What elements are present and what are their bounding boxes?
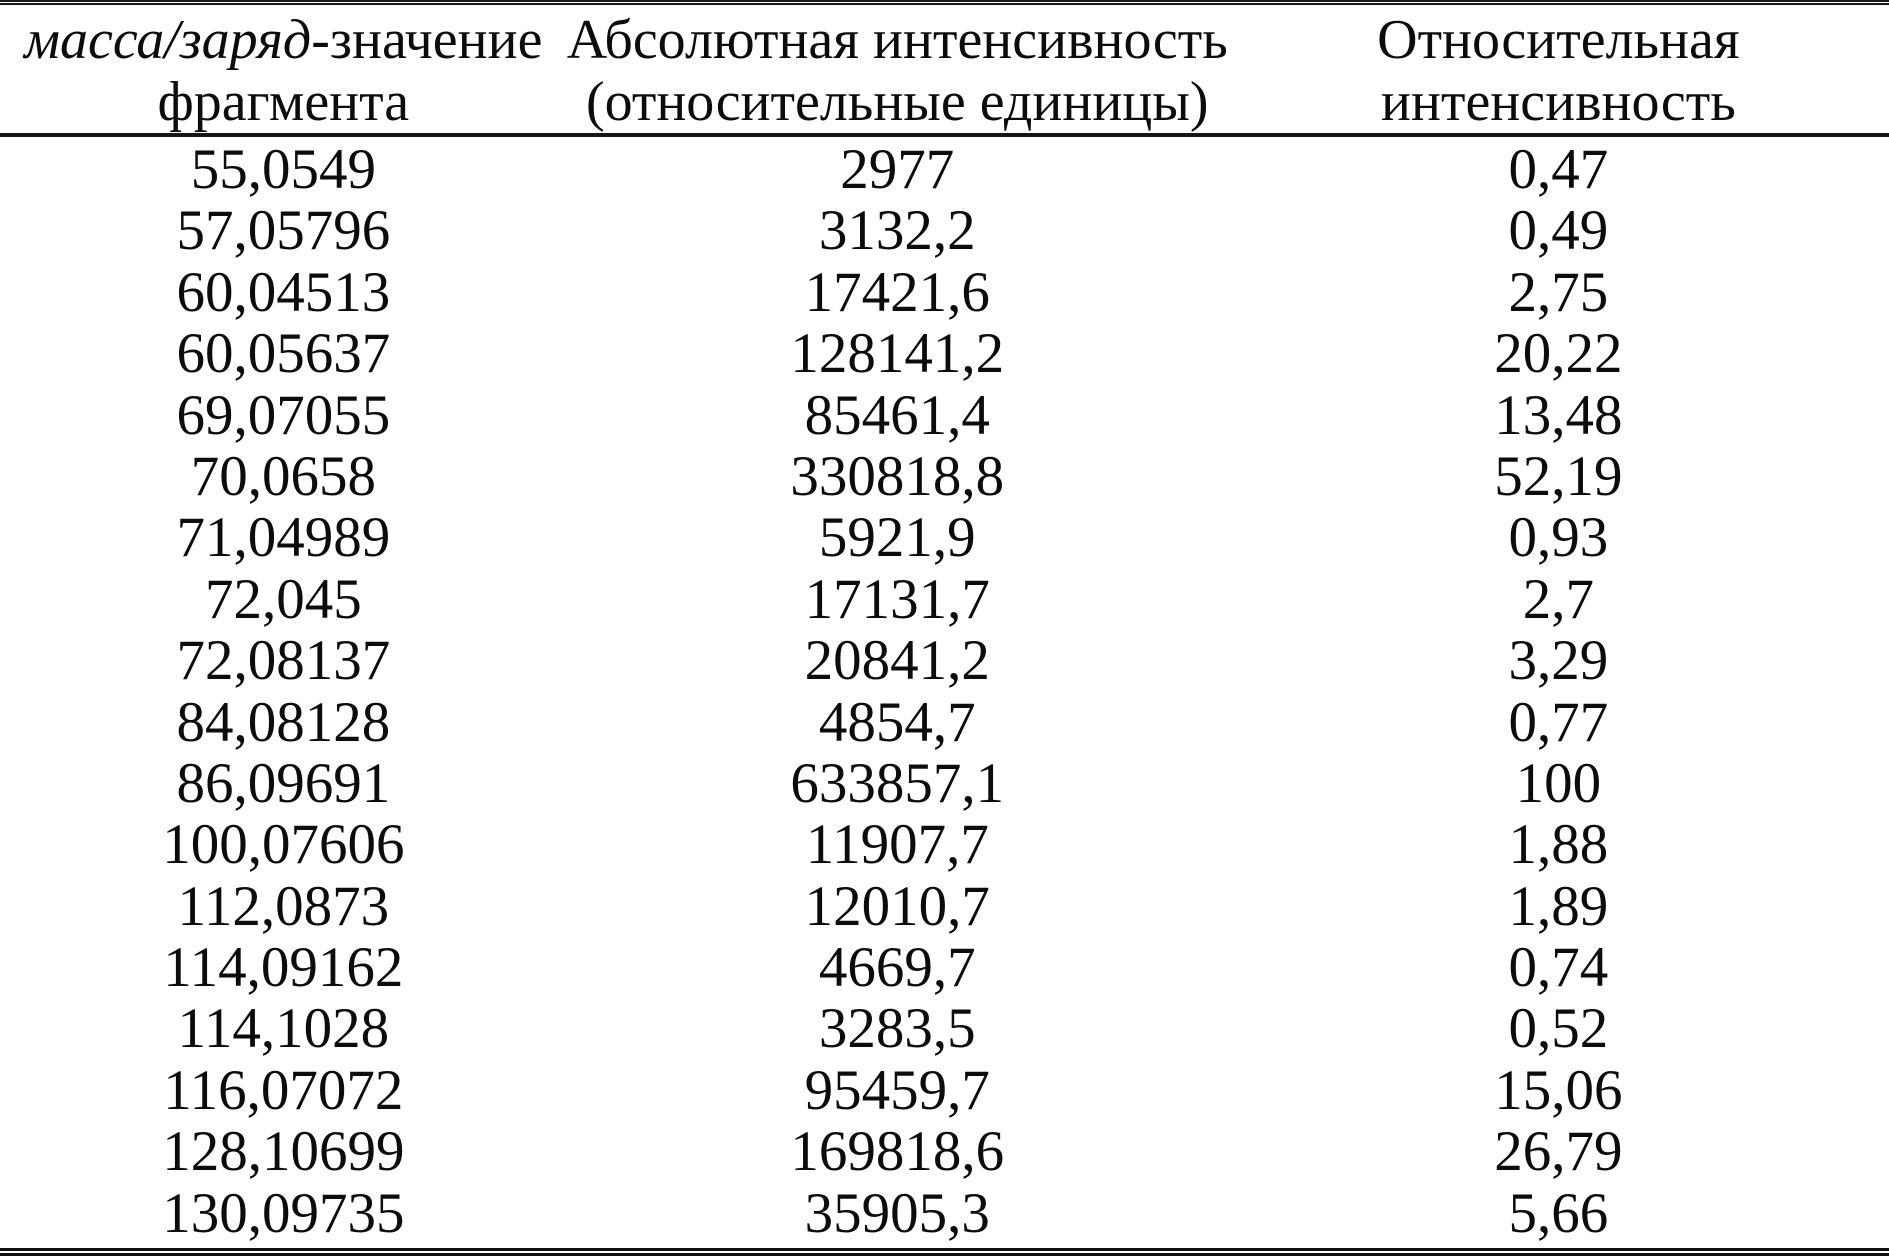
header-mass-charge-rest: -значение	[311, 9, 543, 71]
table-cell: 35905,3	[804, 1181, 990, 1245]
table-cell: 100	[1515, 751, 1602, 815]
header-line: масса/заряд-значение	[0, 9, 567, 71]
table-cell: 20841,2	[804, 629, 990, 693]
table-cell: 130,09735	[162, 1181, 405, 1245]
table-cell: 1,88	[1508, 813, 1609, 877]
table-cell: 330818,8	[790, 444, 1005, 508]
table-cell: 72,045	[204, 567, 362, 631]
table-cell: 85461,4	[804, 383, 990, 447]
table-cell: 169818,6	[790, 1120, 1005, 1184]
header-relative-intensity-line1: Относительная	[1377, 9, 1740, 71]
table-header-row: масса/заряд-значение фрагмента Абсолютна…	[0, 5, 1889, 137]
table-cell: 3132,2	[818, 199, 976, 263]
table-cell: 1,89	[1508, 874, 1609, 938]
table-cell: 114,09162	[163, 936, 404, 1000]
table-cell: 20,22	[1494, 322, 1623, 386]
table-cell: 12010,7	[804, 874, 990, 938]
table-cell: 0,77	[1508, 690, 1609, 754]
table-cell: 0,52	[1508, 997, 1609, 1061]
table-cell: 52,19	[1494, 444, 1623, 508]
table-cell: 5921,9	[818, 506, 976, 570]
column-header-mass-charge: масса/заряд-значение фрагмента	[0, 9, 567, 133]
header-mass-charge-line2: фрагмента	[157, 71, 410, 133]
table-cell: 55,0549	[190, 138, 376, 201]
table-cell: 2977	[840, 138, 955, 201]
table-cell: 86,09691	[176, 751, 391, 815]
header-absolute-intensity-line1: Абсолютная интенсивность	[566, 9, 1228, 71]
table-cell: 60,04513	[176, 260, 391, 324]
table-cell: 95459,7	[804, 1058, 990, 1122]
table-cell: 116,07072	[163, 1058, 404, 1122]
table-body: 55,0549 2977 0,47 57,05796 3132,2 0,49 60,0451…	[0, 137, 1889, 1248]
table-cell: 70,0658	[190, 444, 376, 508]
table-cell: 100,07606	[162, 813, 405, 877]
table-cell: 15,06	[1494, 1058, 1623, 1122]
table-cell: 0,47	[1508, 138, 1609, 201]
table-cell: 71,04989	[176, 506, 391, 570]
table-cell: 128,10699	[162, 1120, 405, 1184]
header-relative-intensity-line2: интенсивность	[1381, 71, 1736, 133]
table-cell: 2,7	[1522, 567, 1595, 631]
table-cell: 60,05637	[176, 322, 391, 386]
table-cell: 114,1028	[177, 997, 390, 1061]
table-cell: 69,07055	[176, 383, 391, 447]
table-cell: 17421,6	[804, 260, 990, 324]
header-absolute-intensity-line2: (относительные единицы)	[585, 71, 1209, 133]
table-cell: 84,08128	[176, 690, 391, 754]
table-cell: 633857,1	[790, 751, 1005, 815]
table-cell: 4854,7	[818, 690, 976, 754]
table-cell: 57,05796	[176, 199, 391, 263]
table-cell: 11907,7	[805, 813, 989, 877]
column-header-relative-intensity: Относительная интенсивность	[1228, 9, 1889, 133]
table-cell: 5,66	[1508, 1181, 1609, 1245]
header-mass-charge-italic: масса/заряд	[24, 9, 312, 71]
table-cell: 3283,5	[818, 997, 976, 1061]
table-cell: 2,75	[1508, 260, 1609, 324]
table-cell: 17131,7	[804, 567, 990, 631]
table-cell: 26,79	[1494, 1120, 1623, 1184]
table-cell: 112,0873	[177, 874, 390, 938]
table-cell: 13,48	[1494, 383, 1623, 447]
table-cell: 0,74	[1508, 936, 1609, 1000]
table-cell: 72,08137	[176, 629, 391, 693]
table-cell: 0,93	[1508, 506, 1609, 570]
table-cell: 0,49	[1508, 199, 1609, 263]
table-cell: 3,29	[1508, 629, 1609, 693]
column-header-absolute-intensity: Абсолютная интенсивность (относительные …	[567, 9, 1228, 133]
table-cell: 4669,7	[818, 936, 976, 1000]
table-cell: 128141,2	[790, 322, 1005, 386]
